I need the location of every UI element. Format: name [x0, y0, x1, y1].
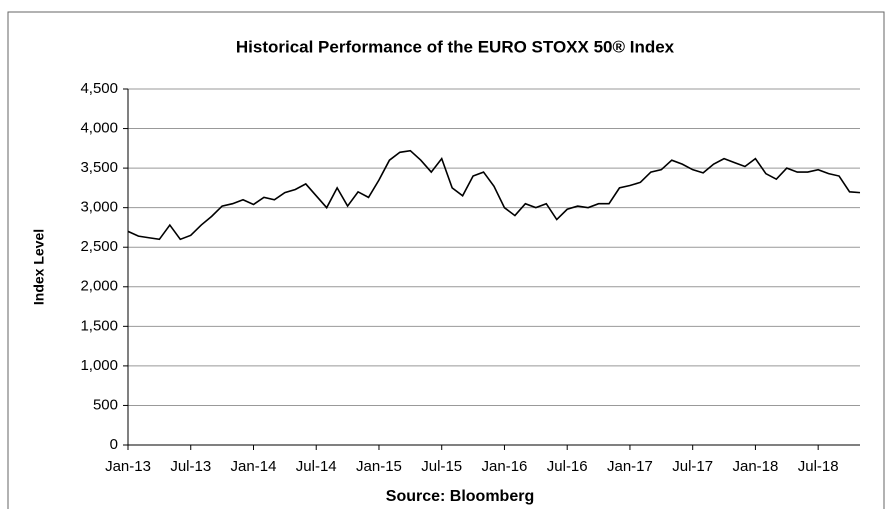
y-axis-label: Index Level	[31, 229, 47, 305]
x-axis-label: Source: Bloomberg	[386, 488, 534, 505]
y-tick-label: 4,000	[80, 120, 118, 137]
x-tick-label: Jul-15	[421, 458, 462, 475]
x-tick-label: Jan-18	[732, 458, 778, 475]
x-tick-label: Jan-16	[482, 458, 528, 475]
x-tick-label: Jul-14	[296, 458, 337, 475]
y-tick-label: 500	[93, 396, 118, 413]
x-tick-label: Jul-13	[170, 458, 211, 475]
y-tick-label: 0	[110, 436, 118, 453]
frame	[7, 11, 885, 509]
x-tick-label: Jan-13	[105, 458, 151, 475]
x-tick-label: Jan-14	[231, 458, 277, 475]
line	[127, 149, 861, 241]
x-tick-label: Jul-16	[547, 458, 588, 475]
y-tick-label: 4,500	[80, 80, 118, 97]
x-tick-label: Jan-15	[356, 458, 402, 475]
y-tick-label: 2,000	[80, 278, 118, 295]
y-tick-label: 1,500	[80, 317, 118, 334]
y-tick-label: 3,000	[80, 199, 118, 216]
x-tick-label: Jan-17	[607, 458, 653, 475]
y-tick-label: 3,500	[80, 159, 118, 176]
y-tick-label: 2,500	[80, 238, 118, 255]
y-tick-label: 1,000	[80, 357, 118, 374]
x-tick-label: Jul-17	[672, 458, 713, 475]
chart-title: Historical Performance of the EURO STOXX…	[236, 37, 675, 56]
x-tick-label: Jul-18	[798, 458, 839, 475]
